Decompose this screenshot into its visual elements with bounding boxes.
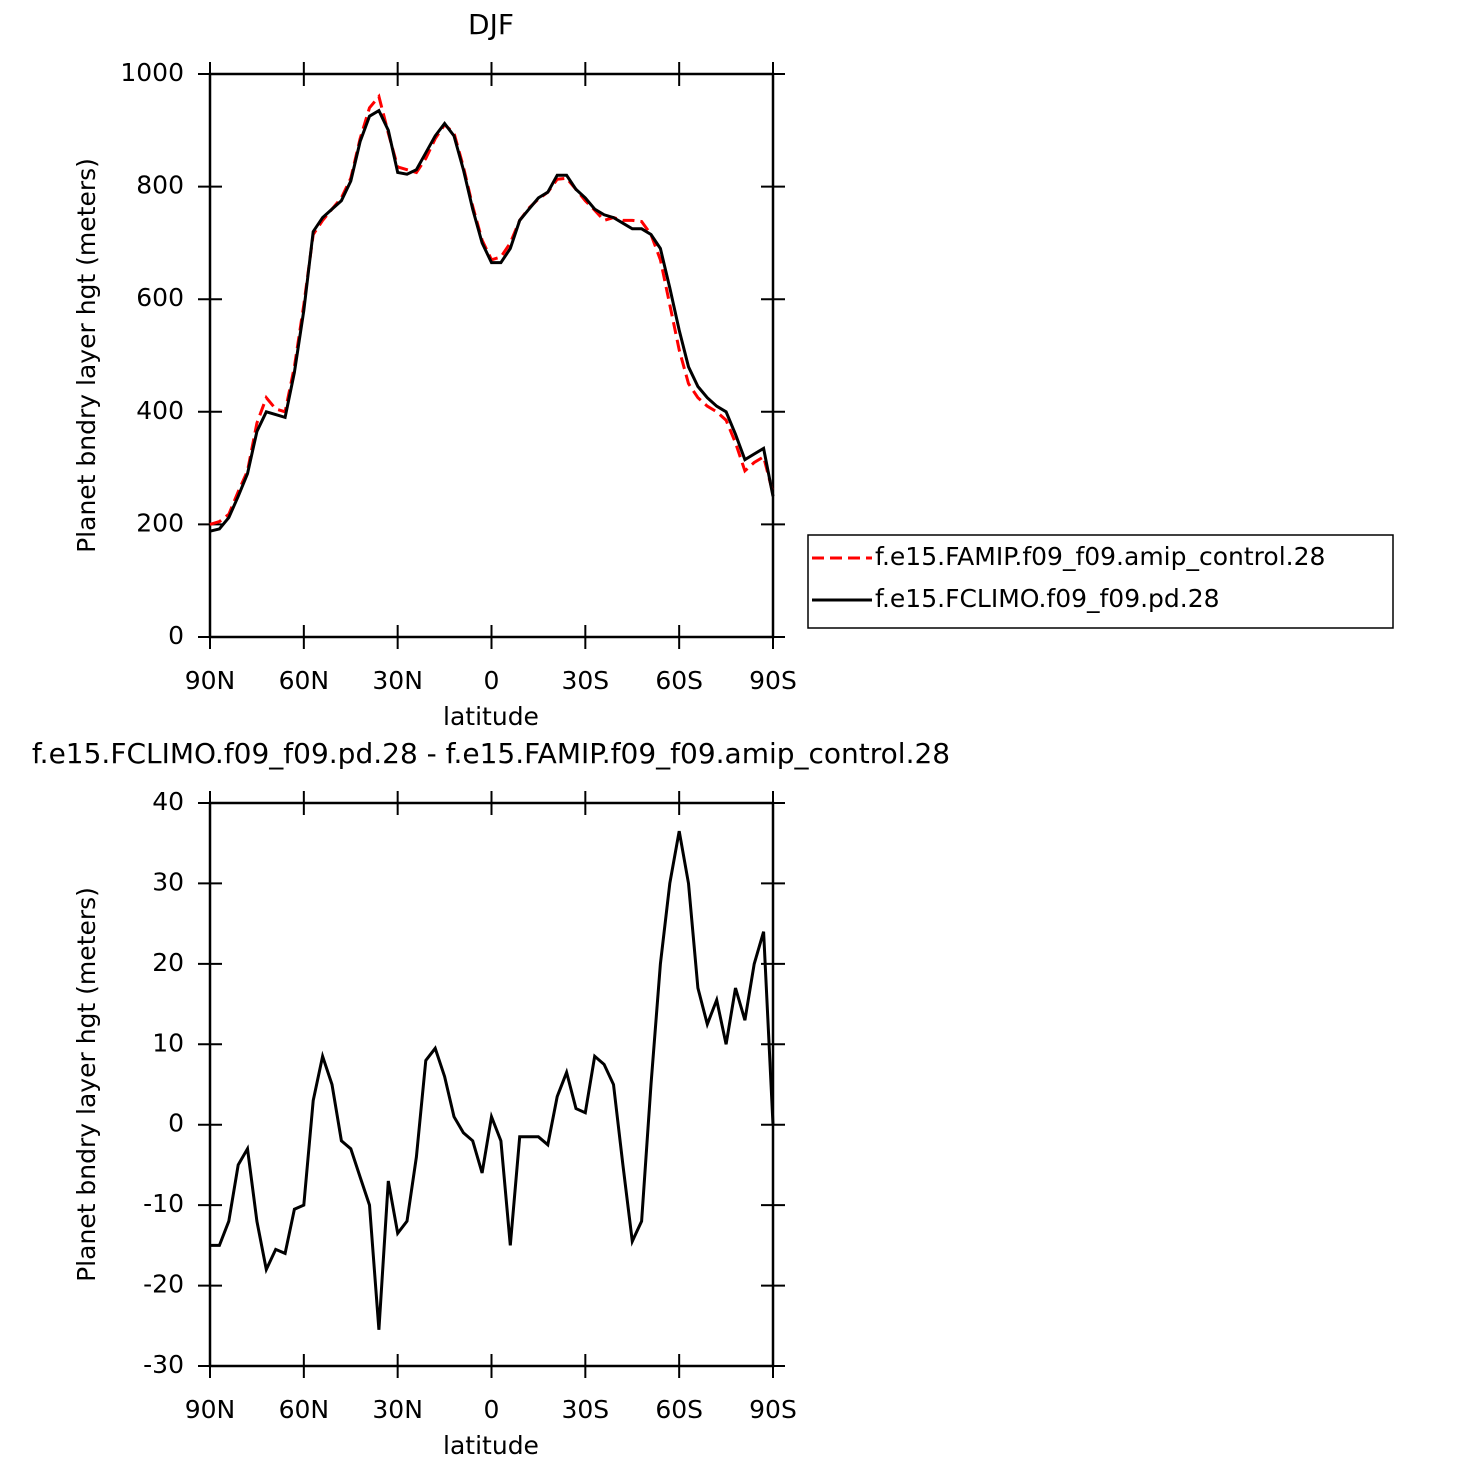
legend-label: f.e15.FCLIMO.f09_f09.pd.28	[875, 584, 1220, 613]
y-tick-label: 0	[168, 1109, 184, 1138]
y-tick-label: 40	[152, 787, 184, 816]
x-tick-label: 90N	[185, 666, 236, 695]
x-tick-label: 60S	[655, 1395, 703, 1424]
legend-label: f.e15.FAMIP.f09_f09.amip_control.28	[875, 542, 1325, 571]
y-tick-label: 800	[136, 171, 184, 200]
x-tick-label: 30N	[372, 1395, 423, 1424]
y-tick-label: -30	[143, 1350, 184, 1379]
x-tick-label: 30S	[561, 666, 609, 695]
y-tick-label: -10	[143, 1189, 184, 1218]
x-tick-label: 60S	[655, 666, 703, 695]
chart-title: DJF	[468, 8, 514, 41]
series-line	[209, 108, 775, 533]
x-tick-label: 60N	[279, 666, 330, 695]
x-axis-label: latitude	[443, 702, 539, 731]
x-tick-label: 0	[484, 1395, 500, 1424]
y-tick-label: 600	[136, 283, 184, 312]
series-line	[209, 93, 775, 526]
plot-frame	[208, 801, 775, 1368]
x-axis-label: latitude	[443, 1431, 539, 1460]
y-axis-label: Planet bndry layer hgt (meters)	[72, 887, 101, 1282]
x-tick-label: 30S	[561, 1395, 609, 1424]
y-tick-label: 10	[152, 1028, 184, 1057]
x-tick-label: 30N	[372, 666, 423, 695]
plot-frame	[208, 72, 775, 639]
x-tick-label: 60N	[279, 1395, 330, 1424]
y-axis-label: Planet bndry layer hgt (meters)	[72, 158, 101, 553]
y-tick-label: 0	[168, 621, 184, 650]
series-line	[210, 830, 775, 1330]
y-tick-label: 20	[152, 948, 184, 977]
chart-title: f.e15.FCLIMO.f09_f09.pd.28 - f.e15.FAMIP…	[32, 737, 950, 770]
x-tick-label: 90N	[185, 1395, 236, 1424]
y-tick-label: 400	[136, 396, 184, 425]
y-tick-label: 30	[152, 867, 184, 896]
x-tick-label: 90S	[749, 666, 797, 695]
legend-box	[807, 534, 1394, 629]
y-tick-label: -20	[143, 1270, 184, 1299]
y-tick-label: 1000	[120, 58, 184, 87]
x-tick-label: 90S	[749, 1395, 797, 1424]
x-tick-label: 0	[484, 666, 500, 695]
y-tick-label: 200	[136, 508, 184, 537]
